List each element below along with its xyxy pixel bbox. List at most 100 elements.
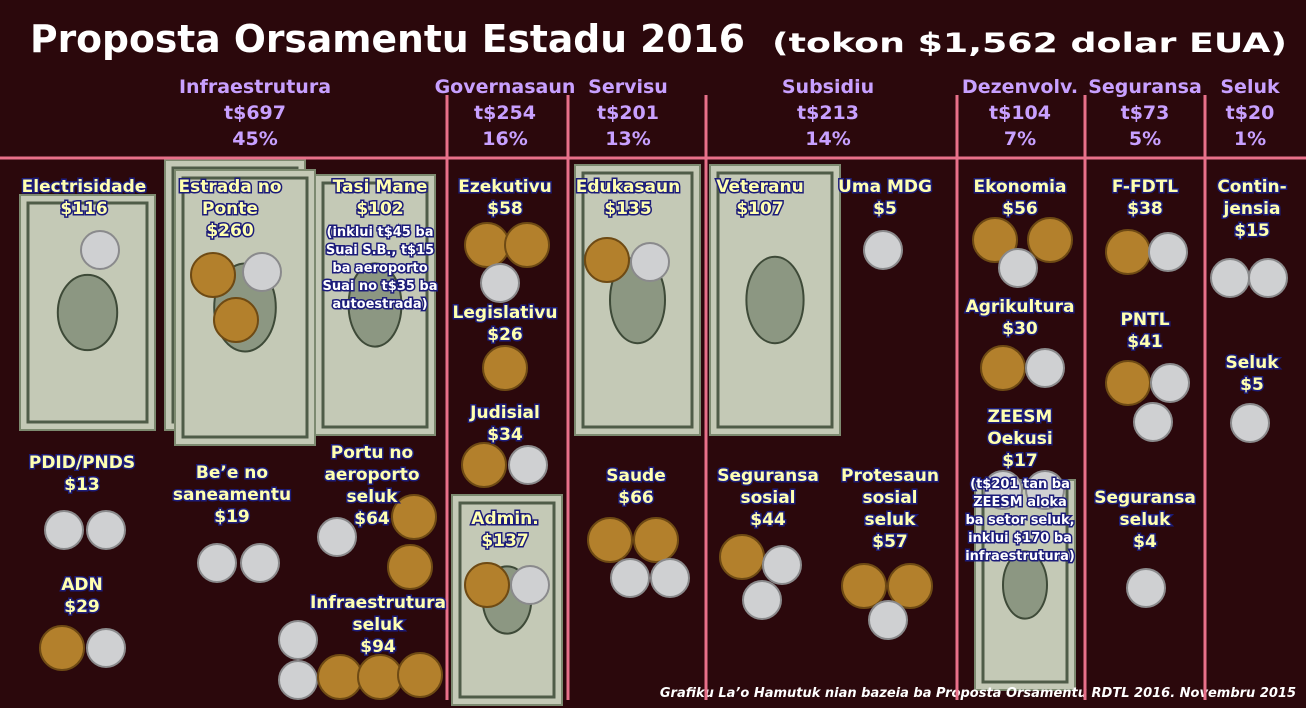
item-amount: $5	[873, 199, 897, 219]
column-percent: 5%	[1129, 128, 1161, 150]
column-percent: 13%	[605, 128, 650, 150]
item-label: Seguransa	[717, 466, 819, 486]
item-amount: $57	[872, 532, 908, 552]
item-label: ZEESM	[988, 407, 1053, 427]
coin	[981, 346, 1025, 390]
item-amount: $66	[618, 488, 654, 508]
item-label: Edukasaun	[576, 177, 680, 197]
item-amount: $26	[487, 325, 523, 345]
column-amount: t$201	[597, 102, 659, 124]
item-label: Be’e no	[196, 463, 268, 483]
item-note: ZEESM aloka	[973, 495, 1067, 510]
column-amount: t$254	[474, 102, 536, 124]
item-amount: $260	[206, 221, 253, 241]
column-name: Subsidiu	[782, 76, 874, 98]
item-amount: $44	[750, 510, 786, 530]
column-name: Dezenvolv.	[962, 76, 1078, 98]
coin	[81, 231, 119, 269]
item-note: inklui $170 ba	[968, 531, 1072, 546]
column-amount: t$73	[1121, 102, 1170, 124]
column-name: Seguransa	[1088, 76, 1202, 98]
item-note: (inklui t$45 ba	[327, 225, 434, 240]
coin	[318, 518, 356, 556]
item-amount: $5	[1240, 375, 1264, 395]
coin	[198, 544, 236, 582]
column-amount: t$104	[989, 102, 1051, 124]
coin	[1134, 403, 1172, 441]
column-name: Governasaun	[435, 76, 576, 98]
item-label: Seguransa	[1094, 488, 1196, 508]
coin	[358, 655, 402, 699]
coin	[999, 249, 1037, 287]
coin	[1231, 404, 1269, 442]
item-label: Protesaun	[841, 466, 939, 486]
coin	[87, 511, 125, 549]
item-label: sosial	[740, 488, 795, 508]
coin	[864, 231, 902, 269]
item-amount: $56	[1002, 199, 1038, 219]
coin	[509, 446, 547, 484]
item-amount: $135	[604, 199, 651, 219]
coin	[869, 601, 907, 639]
item-label: seluk	[347, 487, 399, 507]
coin	[511, 566, 549, 604]
coin	[634, 518, 678, 562]
coin	[388, 545, 432, 589]
coin	[87, 629, 125, 667]
coin	[465, 223, 509, 267]
item-amount: $34	[487, 425, 523, 445]
bill-portrait	[746, 257, 803, 343]
item-amount: $38	[1127, 199, 1163, 219]
coin	[651, 559, 689, 597]
coin	[40, 626, 84, 670]
coin	[465, 563, 509, 607]
coin	[1106, 361, 1150, 405]
column-percent: 1%	[1234, 128, 1266, 150]
item-amount: $102	[356, 199, 403, 219]
coin	[588, 518, 632, 562]
item-note: Suai no t$35 ba	[322, 279, 437, 294]
coin	[631, 243, 669, 281]
item-label: Judisial	[469, 403, 540, 423]
item-note: (t$201 tan ba	[970, 477, 1070, 492]
item-label: saneamentu	[173, 485, 291, 505]
item-label: Oekusi	[987, 429, 1052, 449]
item-label: Ponte	[202, 199, 258, 219]
item-note: Suai S.B., t$15	[326, 243, 434, 258]
item-label: Infraestrutura	[310, 593, 446, 613]
item-amount: $58	[487, 199, 523, 219]
item-label: Estrada no	[178, 177, 281, 197]
column-percent: 14%	[805, 128, 850, 150]
item-note: ba aeroporto	[332, 261, 427, 276]
column-amount: t$697	[224, 102, 286, 124]
item-label: sosial	[862, 488, 917, 508]
coin	[720, 535, 764, 579]
item-label: aeroporto	[324, 465, 419, 485]
coin	[392, 495, 436, 539]
footer: Grafiku La’o Hamutuk nian bazeia ba Prop…	[660, 686, 1296, 701]
coin	[279, 661, 317, 699]
coin	[214, 298, 258, 342]
coin	[1106, 230, 1150, 274]
coin	[462, 443, 506, 487]
item-label: PNTL	[1120, 310, 1169, 330]
coin	[398, 653, 442, 697]
coin	[481, 264, 519, 302]
coin	[585, 238, 629, 282]
coin	[1149, 233, 1187, 271]
item-label: jensia	[1223, 199, 1281, 219]
subtitle: (tokon $1,562 dolar EUA)	[772, 28, 1287, 59]
coin	[241, 544, 279, 582]
item-amount: $30	[1002, 319, 1038, 339]
title: Proposta Orsamentu Estadu 2016	[30, 17, 745, 61]
item-label: Legislativu	[453, 303, 558, 323]
item-label: Agrikultura	[966, 297, 1075, 317]
item-label: Portu no	[331, 443, 413, 463]
item-amount: $137	[481, 531, 528, 551]
coin	[1028, 218, 1072, 262]
item-label: Electrisidade	[22, 177, 147, 197]
item-label: Saude	[606, 466, 666, 486]
coin	[279, 621, 317, 659]
coin	[1151, 364, 1189, 402]
column-name: Servisu	[588, 76, 668, 98]
